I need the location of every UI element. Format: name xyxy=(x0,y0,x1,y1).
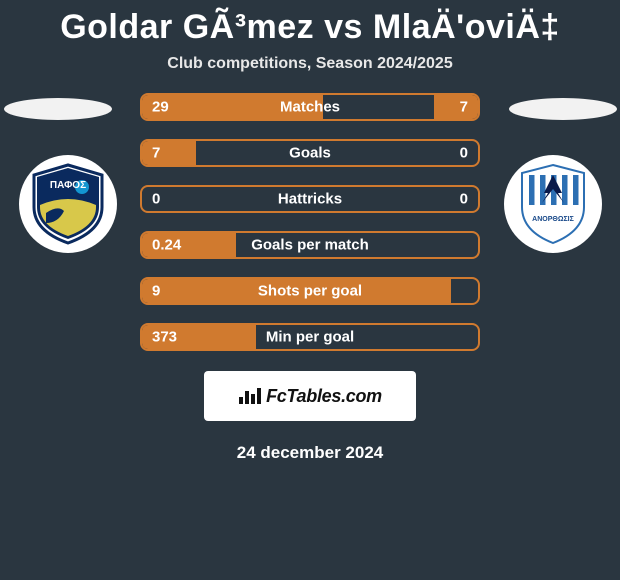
player-photo-placeholder-right xyxy=(509,98,617,120)
page-title: Goldar GÃ³mez vs MlaÄ'oviÄ‡ xyxy=(0,0,620,47)
pafos-shield-icon: ΠΑΦΟΣ xyxy=(30,163,106,245)
stat-row: 373 Min per goal xyxy=(140,323,480,351)
stat-label: Matches xyxy=(280,99,340,116)
bar-chart-icon xyxy=(238,387,262,405)
stat-row: 0 Hattricks 0 xyxy=(140,185,480,213)
fctables-text: FcTables.com xyxy=(266,386,382,407)
stat-label: Shots per goal xyxy=(258,283,362,300)
club-badge-left: ΠΑΦΟΣ xyxy=(19,155,117,253)
stat-value-right: 0 xyxy=(460,145,468,162)
stat-value-left: 373 xyxy=(152,329,177,346)
stat-label: Goals per match xyxy=(251,237,369,254)
player-photo-placeholder-left xyxy=(4,98,112,120)
stat-label: Hattricks xyxy=(278,191,342,208)
stat-value-left: 7 xyxy=(152,145,160,162)
comparison-block: ΠΑΦΟΣ 29 Matches 7 7 Goals 0 0 Hattricks 0 0.24 Go… xyxy=(0,93,620,369)
stat-label: Min per goal xyxy=(266,329,354,346)
svg-text:ΠΑΦΟΣ: ΠΑΦΟΣ xyxy=(49,180,85,191)
stat-value-right: 7 xyxy=(460,99,468,116)
anorthosis-shield-icon: ΑΝΟΡΘΩΣΙΣ xyxy=(518,163,588,245)
stat-label: Goals xyxy=(289,145,331,162)
stat-value-left: 0.24 xyxy=(152,237,181,254)
stat-row: 9 Shots per goal xyxy=(140,277,480,305)
stat-value-left: 9 xyxy=(152,283,160,300)
right-player-column: ΑΝΟΡΘΩΣΙΣ xyxy=(485,93,620,253)
stat-row: 7 Goals 0 xyxy=(140,139,480,167)
fctables-badge[interactable]: FcTables.com xyxy=(204,371,416,421)
club-badge-right: ΑΝΟΡΘΩΣΙΣ xyxy=(504,155,602,253)
stat-fill-left xyxy=(142,141,196,165)
stat-row: 0.24 Goals per match xyxy=(140,231,480,259)
stat-value-right: 0 xyxy=(460,191,468,208)
subtitle: Club competitions, Season 2024/2025 xyxy=(0,55,620,73)
date-text: 24 december 2024 xyxy=(0,443,620,463)
stats-center: 29 Matches 7 7 Goals 0 0 Hattricks 0 0.24 Goals pe… xyxy=(135,93,485,369)
left-player-column: ΠΑΦΟΣ xyxy=(0,93,135,253)
svg-text:ΑΝΟΡΘΩΣΙΣ: ΑΝΟΡΘΩΣΙΣ xyxy=(532,216,574,223)
stat-value-left: 0 xyxy=(152,191,160,208)
stat-row: 29 Matches 7 xyxy=(140,93,480,121)
stat-fill-right xyxy=(434,95,478,119)
stat-value-left: 29 xyxy=(152,99,169,116)
